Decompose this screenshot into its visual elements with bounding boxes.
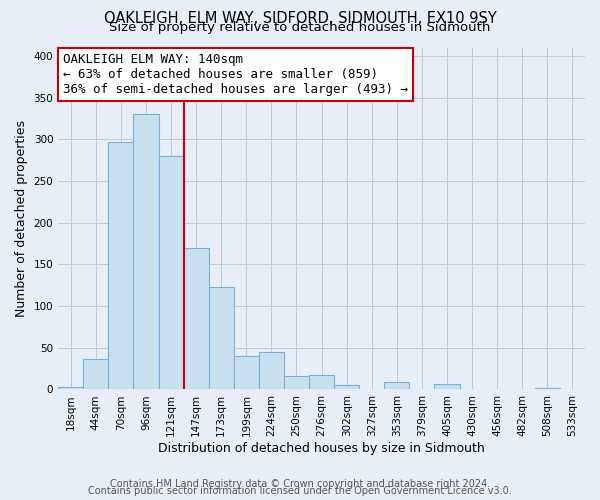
Bar	[83, 358, 109, 390]
Bar	[385, 382, 409, 390]
Bar	[259, 352, 284, 390]
Bar	[158, 156, 184, 390]
Bar	[284, 376, 309, 390]
Text: OAKLEIGH ELM WAY: 140sqm
← 63% of detached houses are smaller (859)
36% of semi-: OAKLEIGH ELM WAY: 140sqm ← 63% of detach…	[64, 52, 409, 96]
Bar	[309, 376, 334, 390]
X-axis label: Distribution of detached houses by size in Sidmouth: Distribution of detached houses by size …	[158, 442, 485, 455]
Text: Contains HM Land Registry data © Crown copyright and database right 2024.: Contains HM Land Registry data © Crown c…	[110, 479, 490, 489]
Bar	[133, 114, 158, 390]
Bar	[109, 142, 133, 390]
Bar	[234, 356, 259, 390]
Bar	[184, 248, 209, 390]
Text: OAKLEIGH, ELM WAY, SIDFORD, SIDMOUTH, EX10 9SY: OAKLEIGH, ELM WAY, SIDFORD, SIDMOUTH, EX…	[104, 11, 496, 26]
Bar	[334, 386, 359, 390]
Text: Size of property relative to detached houses in Sidmouth: Size of property relative to detached ho…	[109, 22, 491, 35]
Y-axis label: Number of detached properties: Number of detached properties	[15, 120, 28, 317]
Bar	[535, 388, 560, 390]
Bar	[209, 287, 234, 390]
Bar	[434, 384, 460, 390]
Text: Contains public sector information licensed under the Open Government Licence v3: Contains public sector information licen…	[88, 486, 512, 496]
Bar	[58, 387, 83, 390]
